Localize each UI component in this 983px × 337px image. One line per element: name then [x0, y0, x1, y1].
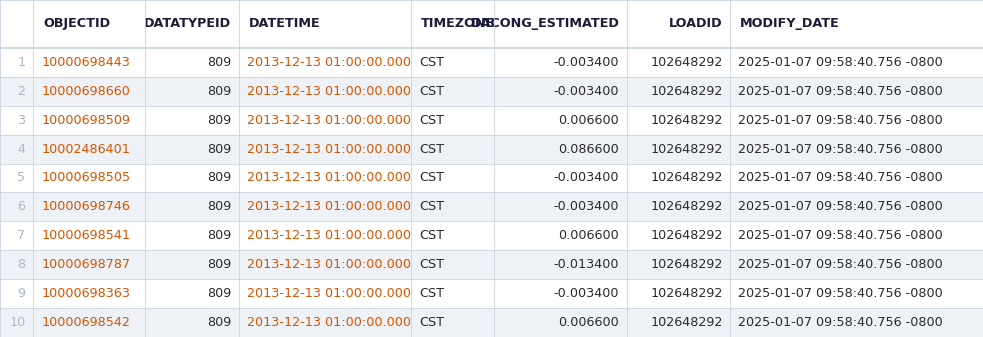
Bar [0, 163, 983, 192]
Bar [0, 279, 983, 308]
Text: -0.003400: -0.003400 [553, 287, 619, 300]
Text: 8: 8 [18, 258, 26, 271]
Text: 2013-12-13 01:00:00.000: 2013-12-13 01:00:00.000 [247, 201, 411, 213]
Text: 2013-12-13 01:00:00.000: 2013-12-13 01:00:00.000 [247, 143, 411, 156]
Text: 7: 7 [18, 229, 26, 242]
Text: CST: CST [419, 287, 444, 300]
Text: LOADID: LOADID [668, 18, 723, 30]
Text: 10000698787: 10000698787 [41, 258, 131, 271]
Text: 0.006600: 0.006600 [558, 229, 619, 242]
Text: 102648292: 102648292 [650, 287, 723, 300]
Bar [0, 77, 983, 106]
Text: 2025-01-07 09:58:40.756 -0800: 2025-01-07 09:58:40.756 -0800 [738, 287, 943, 300]
Text: 2013-12-13 01:00:00.000: 2013-12-13 01:00:00.000 [247, 56, 411, 69]
Text: 5: 5 [18, 172, 26, 184]
Text: 2025-01-07 09:58:40.756 -0800: 2025-01-07 09:58:40.756 -0800 [738, 85, 943, 98]
Text: 10000698443: 10000698443 [41, 56, 130, 69]
Text: MODIFY_DATE: MODIFY_DATE [740, 18, 839, 30]
Text: -0.003400: -0.003400 [553, 85, 619, 98]
Text: 10000698363: 10000698363 [41, 287, 131, 300]
Bar [0, 48, 983, 77]
Text: 809: 809 [206, 316, 231, 329]
Text: 809: 809 [206, 85, 231, 98]
Text: CST: CST [419, 143, 444, 156]
Text: 102648292: 102648292 [650, 172, 723, 184]
Text: 2013-12-13 01:00:00.000: 2013-12-13 01:00:00.000 [247, 229, 411, 242]
Text: 809: 809 [206, 114, 231, 127]
Text: 809: 809 [206, 258, 231, 271]
Text: CST: CST [419, 229, 444, 242]
Text: 2013-12-13 01:00:00.000: 2013-12-13 01:00:00.000 [247, 172, 411, 184]
Text: TIMEZONE: TIMEZONE [421, 18, 495, 30]
Text: 10002486401: 10002486401 [41, 143, 130, 156]
Text: 102648292: 102648292 [650, 114, 723, 127]
Bar [0, 192, 983, 221]
Text: 2: 2 [18, 85, 26, 98]
Text: 102648292: 102648292 [650, 56, 723, 69]
Text: CST: CST [419, 258, 444, 271]
Text: DATETIME: DATETIME [249, 18, 320, 30]
Text: 2025-01-07 09:58:40.756 -0800: 2025-01-07 09:58:40.756 -0800 [738, 172, 943, 184]
Text: 10000698541: 10000698541 [41, 229, 131, 242]
Text: 10000698509: 10000698509 [41, 114, 131, 127]
Text: 2013-12-13 01:00:00.000: 2013-12-13 01:00:00.000 [247, 287, 411, 300]
Bar [0, 134, 983, 163]
Text: 809: 809 [206, 201, 231, 213]
Text: 809: 809 [206, 229, 231, 242]
Text: 3: 3 [18, 114, 26, 127]
Text: 0.006600: 0.006600 [558, 114, 619, 127]
Text: 2025-01-07 09:58:40.756 -0800: 2025-01-07 09:58:40.756 -0800 [738, 143, 943, 156]
Text: 4: 4 [18, 143, 26, 156]
Bar [0, 0, 983, 48]
Text: CST: CST [419, 201, 444, 213]
Text: -0.003400: -0.003400 [553, 172, 619, 184]
Text: 10000698505: 10000698505 [41, 172, 131, 184]
Text: 9: 9 [18, 287, 26, 300]
Bar [0, 250, 983, 279]
Text: 0.006600: 0.006600 [558, 316, 619, 329]
Text: 2025-01-07 09:58:40.756 -0800: 2025-01-07 09:58:40.756 -0800 [738, 201, 943, 213]
Text: CST: CST [419, 114, 444, 127]
Text: DACONG_ESTIMATED: DACONG_ESTIMATED [471, 18, 619, 30]
Text: 1: 1 [18, 56, 26, 69]
Text: CST: CST [419, 172, 444, 184]
Text: 0.086600: 0.086600 [558, 143, 619, 156]
Text: 102648292: 102648292 [650, 258, 723, 271]
Text: -0.013400: -0.013400 [553, 258, 619, 271]
Text: 809: 809 [206, 143, 231, 156]
Text: DATATYPEID: DATATYPEID [144, 18, 231, 30]
Bar [0, 106, 983, 134]
Text: 809: 809 [206, 172, 231, 184]
Text: 10: 10 [9, 316, 26, 329]
Text: 102648292: 102648292 [650, 201, 723, 213]
Text: CST: CST [419, 85, 444, 98]
Text: 6: 6 [18, 201, 26, 213]
Text: CST: CST [419, 316, 444, 329]
Text: -0.003400: -0.003400 [553, 201, 619, 213]
Text: 2025-01-07 09:58:40.756 -0800: 2025-01-07 09:58:40.756 -0800 [738, 258, 943, 271]
Text: 809: 809 [206, 287, 231, 300]
Bar [0, 221, 983, 250]
Text: 2013-12-13 01:00:00.000: 2013-12-13 01:00:00.000 [247, 258, 411, 271]
Text: 102648292: 102648292 [650, 85, 723, 98]
Text: 2013-12-13 01:00:00.000: 2013-12-13 01:00:00.000 [247, 114, 411, 127]
Text: 102648292: 102648292 [650, 143, 723, 156]
Text: 102648292: 102648292 [650, 316, 723, 329]
Text: OBJECTID: OBJECTID [43, 18, 110, 30]
Text: 2025-01-07 09:58:40.756 -0800: 2025-01-07 09:58:40.756 -0800 [738, 56, 943, 69]
Text: 809: 809 [206, 56, 231, 69]
Text: 10000698660: 10000698660 [41, 85, 130, 98]
Text: 10000698746: 10000698746 [41, 201, 130, 213]
Text: 2025-01-07 09:58:40.756 -0800: 2025-01-07 09:58:40.756 -0800 [738, 114, 943, 127]
Text: -0.003400: -0.003400 [553, 56, 619, 69]
Text: 10000698542: 10000698542 [41, 316, 130, 329]
Text: 2025-01-07 09:58:40.756 -0800: 2025-01-07 09:58:40.756 -0800 [738, 316, 943, 329]
Text: 102648292: 102648292 [650, 229, 723, 242]
Text: CST: CST [419, 56, 444, 69]
Text: 2013-12-13 01:00:00.000: 2013-12-13 01:00:00.000 [247, 85, 411, 98]
Text: 2025-01-07 09:58:40.756 -0800: 2025-01-07 09:58:40.756 -0800 [738, 229, 943, 242]
Text: 2013-12-13 01:00:00.000: 2013-12-13 01:00:00.000 [247, 316, 411, 329]
Bar [0, 308, 983, 337]
